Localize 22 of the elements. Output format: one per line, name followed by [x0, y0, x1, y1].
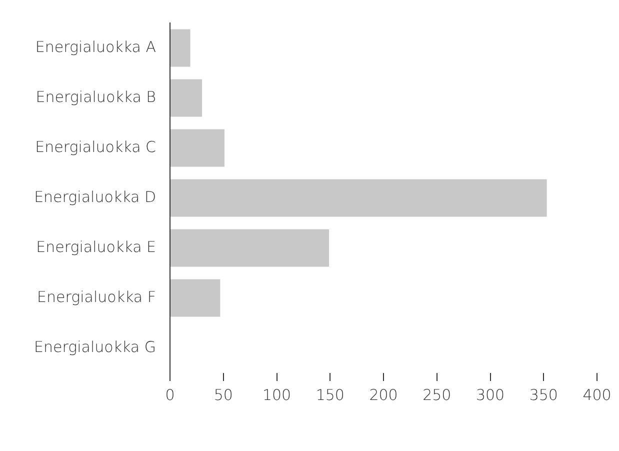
x-tick-label: 100 — [262, 386, 292, 404]
bar — [170, 179, 547, 217]
y-tick-label: Energialuokka C — [35, 138, 156, 156]
x-tick-label: 200 — [369, 386, 398, 404]
bar — [170, 279, 220, 317]
x-tick-label: 0 — [165, 386, 175, 404]
x-tick-label: 250 — [422, 386, 452, 404]
x-tick-label: 50 — [214, 386, 233, 404]
y-tick-label: Energialuokka F — [36, 288, 156, 306]
x-tick-label: 350 — [529, 386, 558, 404]
x-tick-label: 400 — [582, 386, 612, 404]
y-tick-label: Energialuokka E — [36, 238, 156, 256]
bar — [170, 229, 330, 267]
y-tick-label: Energialuokka B — [36, 88, 156, 106]
x-tick-label: 300 — [476, 386, 505, 404]
bar — [170, 129, 224, 167]
bar — [170, 79, 202, 117]
y-tick-label: Energialuokka D — [34, 188, 156, 206]
bar — [170, 29, 190, 67]
y-tick-label: Energialuokka G — [34, 338, 156, 356]
x-tick-label: 150 — [316, 386, 344, 404]
y-tick-label: Energialuokka A — [35, 38, 156, 56]
